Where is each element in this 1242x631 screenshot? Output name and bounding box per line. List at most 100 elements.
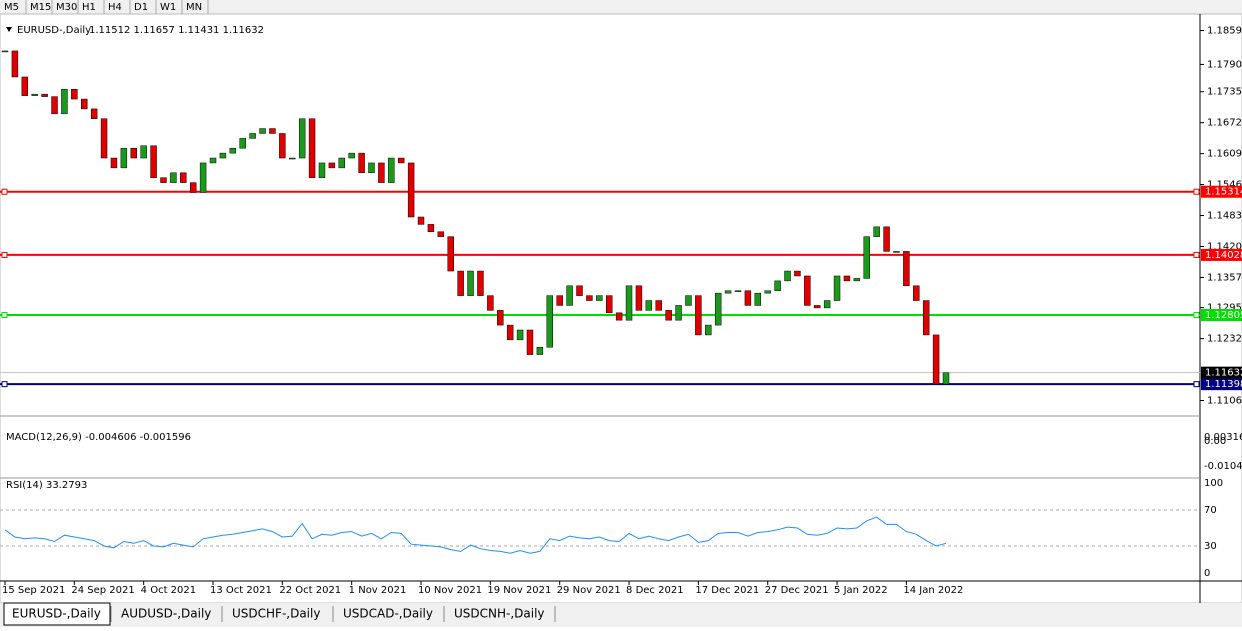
candle (437, 231, 445, 237)
candle (784, 270, 791, 282)
candle (61, 88, 68, 115)
candle (170, 172, 177, 183)
chart-tab[interactable] (446, 603, 554, 625)
timeframe-button[interactable]: M30 (56, 2, 77, 13)
timeframe-button[interactable]: MN (186, 2, 202, 13)
level-label: 1.12805 (1205, 310, 1242, 321)
candle (883, 226, 890, 252)
rsi-line (4, 516, 947, 554)
current-price-box (1201, 366, 1242, 379)
x-tick-label: 27 Dec 2021 (765, 585, 829, 596)
x-tick-label: 10 Nov 2021 (418, 585, 482, 596)
candle (526, 329, 534, 355)
y-tick-label: 1.17350 (1207, 87, 1242, 98)
level-handle[interactable] (1193, 251, 1200, 258)
macd-tick-label: 0.00 (1204, 436, 1226, 447)
candle (180, 172, 187, 183)
candle (378, 162, 385, 183)
timeframe-button[interactable]: M15 (30, 2, 51, 13)
candle (90, 108, 98, 119)
timeframe-button[interactable]: M5 (4, 2, 19, 13)
chart-tab[interactable] (335, 603, 443, 625)
current-price-label: 1.11632 (1205, 368, 1242, 379)
level-handle[interactable] (1, 188, 8, 195)
toolbar (0, 0, 1242, 14)
level-handle[interactable] (1, 312, 8, 319)
x-tick-label: 8 Dec 2021 (626, 585, 684, 596)
candle (1, 50, 9, 53)
candle (913, 285, 920, 301)
candle (804, 275, 811, 306)
candle (576, 285, 583, 296)
candle (338, 157, 346, 169)
candle (506, 324, 514, 341)
candle (298, 118, 306, 159)
candle (655, 300, 662, 311)
chart-tab[interactable] (113, 603, 221, 625)
candle (853, 278, 861, 282)
candle (843, 275, 851, 282)
level-handle[interactable] (1, 251, 8, 258)
candle (130, 147, 137, 159)
candle (705, 324, 712, 336)
candle (239, 138, 246, 149)
chart-tab[interactable] (3, 602, 111, 626)
macd-title: MACD(12,26,9) -0.004606 -0.001596 (6, 432, 191, 443)
x-tick-label: 15 Sep 2021 (2, 585, 65, 596)
candle (724, 290, 732, 294)
candle (209, 157, 217, 164)
candle (477, 270, 484, 296)
x-tick-label: 22 Oct 2021 (279, 585, 341, 596)
candle (863, 236, 870, 279)
candle (21, 76, 29, 96)
candle (823, 300, 831, 309)
chart-tab[interactable] (224, 603, 332, 625)
candle (71, 88, 78, 100)
candle (734, 290, 742, 292)
candle (199, 162, 207, 193)
chart-tab-label: AUDUSD-,Daily (121, 607, 211, 621)
ohlc-text: 1.11512 1.11657 1.11431 1.11632 (89, 25, 264, 36)
candle (754, 292, 762, 306)
candle (932, 334, 940, 385)
level-label: 1.11398 (1205, 379, 1242, 390)
candle (120, 147, 128, 169)
rsi-tick-label: 0 (1204, 568, 1210, 579)
candle (31, 93, 38, 96)
candle (328, 162, 336, 169)
menu-arrow[interactable] (6, 27, 12, 32)
timeframe-button[interactable]: D1 (134, 2, 148, 13)
candle (714, 292, 722, 326)
candle (903, 251, 910, 287)
candle (407, 162, 415, 218)
x-tick-label: 29 Nov 2021 (557, 585, 621, 596)
candle (417, 216, 425, 225)
x-tick-label: 14 Jan 2022 (903, 585, 963, 596)
timeframe-button[interactable]: W1 (160, 2, 176, 13)
candle (229, 147, 237, 154)
level-handle[interactable] (1193, 188, 1200, 195)
candle (81, 98, 88, 110)
candle (358, 152, 365, 174)
candle (279, 133, 286, 159)
y-tick-label: 1.14830 (1207, 211, 1242, 222)
level-handle[interactable] (1, 381, 8, 388)
candle (160, 177, 167, 183)
candle (447, 236, 454, 272)
candle (833, 275, 841, 301)
level-handle[interactable] (1193, 312, 1200, 319)
x-tick-label: 19 Nov 2021 (487, 585, 551, 596)
y-tick-label: 1.16720 (1207, 118, 1242, 129)
timeframe-button[interactable]: H4 (108, 2, 122, 13)
candle (794, 270, 801, 277)
chart-tab-label: USDCHF-,Daily (232, 607, 320, 621)
candle (605, 295, 613, 314)
timeframe-button[interactable]: H1 (82, 2, 96, 13)
level-handle[interactable] (1193, 381, 1200, 388)
candle (487, 295, 494, 311)
rsi-tick-label: 70 (1204, 505, 1217, 516)
y-tick-label: 1.14200 (1207, 241, 1242, 252)
candle (269, 128, 276, 134)
candle (635, 285, 643, 311)
